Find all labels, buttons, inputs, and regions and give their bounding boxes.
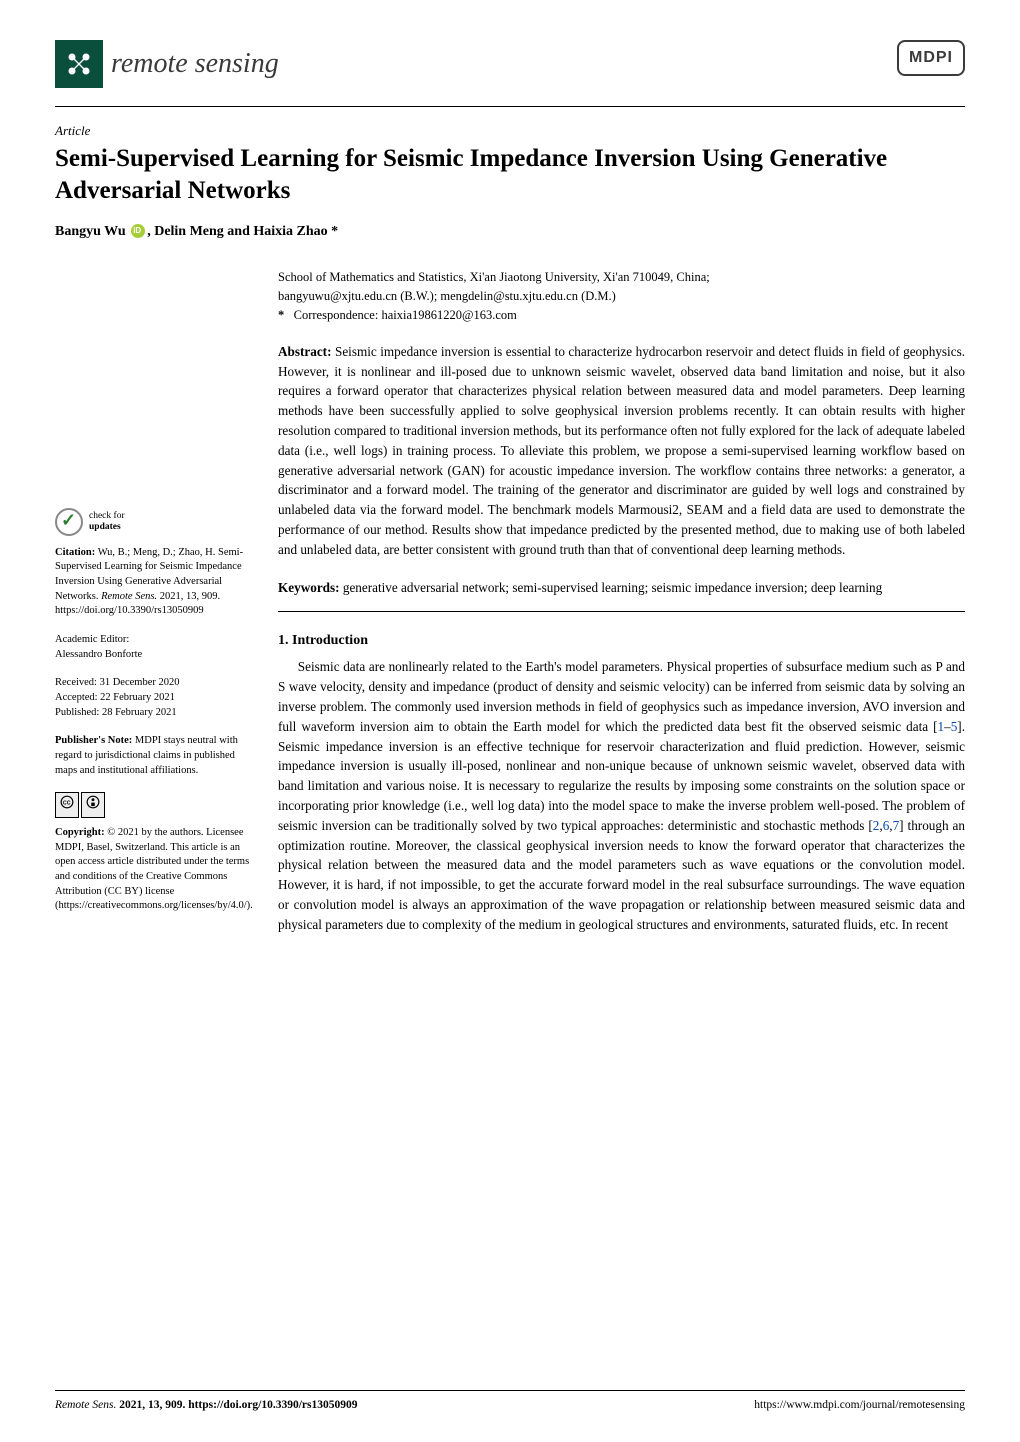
corr-email: haixia19861220@163.com xyxy=(381,308,516,322)
page-footer: Remote Sens. 2021, 13, 909. https://doi.… xyxy=(55,1390,965,1414)
footer-url[interactable]: https://www.mdpi.com/journal/remotesensi… xyxy=(754,1397,965,1414)
citation-block: Citation: Wu, B.; Meng, D.; Zhao, H. Sem… xyxy=(55,546,250,619)
pubnote-label: Publisher's Note: xyxy=(55,735,132,746)
orcid-icon[interactable] xyxy=(131,224,145,238)
dash1: – xyxy=(944,719,951,734)
check-for-updates[interactable]: check for updates xyxy=(55,508,250,536)
check-line2: updates xyxy=(89,522,121,532)
journal-logo-icon xyxy=(55,40,103,88)
correspondence-line: * Correspondence: haixia19861220@163.com xyxy=(278,306,965,324)
intro-paragraph: Seismic data are nonlinearly related to … xyxy=(278,657,965,934)
check-updates-text: check for updates xyxy=(89,511,125,533)
p1c: ] through an optimization routine. Moreo… xyxy=(278,818,965,932)
publisher-logo: MDPI xyxy=(897,40,965,76)
copyright-label: Copyright: xyxy=(55,827,105,838)
keywords-text: generative adversarial network; semi-sup… xyxy=(343,580,882,595)
accepted-date: Accepted: 22 February 2021 xyxy=(55,691,250,706)
main-column: School of Mathematics and Statistics, Xi… xyxy=(278,268,965,935)
editor-name: Alessandro Bonforte xyxy=(55,649,142,660)
page-header: remote sensing MDPI xyxy=(55,40,965,88)
editor-label: Academic Editor: xyxy=(55,634,129,645)
affiliation-line: School of Mathematics and Statistics, Xi… xyxy=(278,268,965,286)
p1a: Seismic data are nonlinearly related to … xyxy=(278,659,965,733)
copyright-text: © 2021 by the authors. Licensee MDPI, Ba… xyxy=(55,827,253,911)
corr-symbol: * xyxy=(278,308,284,322)
section-heading: 1. Introduction xyxy=(278,630,965,651)
cc-license-badge[interactable]: CC xyxy=(55,792,250,817)
received-date: Received: 31 December 2020 xyxy=(55,676,250,691)
authors: Bangyu Wu , Delin Meng and Haixia Zhao * xyxy=(55,221,965,242)
journal-name: remote sensing xyxy=(111,43,279,85)
check-updates-icon xyxy=(55,508,83,536)
footer-citation: Remote Sens. 2021, 13, 909. https://doi.… xyxy=(55,1397,358,1414)
article-type: Article xyxy=(55,121,965,141)
cc-icon: CC xyxy=(55,792,79,817)
abstract: Abstract: Seismic impedance inversion is… xyxy=(278,342,965,560)
abstract-label: Abstract: xyxy=(278,344,331,359)
dates-block: Received: 31 December 2020 Accepted: 22 … xyxy=(55,676,250,720)
article-title: Semi-Supervised Learning for Seismic Imp… xyxy=(55,143,965,207)
corr-label: Correspondence: xyxy=(294,308,379,322)
authors-rest: , Delin Meng and Haixia Zhao * xyxy=(147,224,338,239)
check-line1: check for xyxy=(89,511,125,521)
svg-text:CC: CC xyxy=(63,801,71,807)
footer-journal: Remote Sens. xyxy=(55,1399,116,1411)
citation-journal: Remote Sens. xyxy=(101,591,157,602)
footer-cite: 2021, 13, 909. https://doi.org/10.3390/r… xyxy=(116,1399,357,1411)
abstract-text: Seismic impedance inversion is essential… xyxy=(278,344,965,557)
publisher-note-block: Publisher's Note: MDPI stays neutral wit… xyxy=(55,734,250,778)
sidebar: check for updates Citation: Wu, B.; Meng… xyxy=(55,268,250,935)
by-icon xyxy=(81,792,105,817)
divider xyxy=(278,611,965,612)
citation-label: Citation: xyxy=(55,547,95,558)
keywords-label: Keywords: xyxy=(278,580,340,595)
affiliation-emails: bangyuwu@xjtu.edu.cn (B.W.); mengdelin@s… xyxy=(278,287,965,305)
editor-block: Academic Editor: Alessandro Bonforte xyxy=(55,633,250,662)
published-date: Published: 28 February 2021 xyxy=(55,706,250,721)
author-1: Bangyu Wu xyxy=(55,224,126,239)
affiliation-block: School of Mathematics and Statistics, Xi… xyxy=(278,268,965,324)
journal-logo: remote sensing xyxy=(55,40,279,88)
keywords: Keywords: generative adversarial network… xyxy=(278,578,965,598)
p1b: ]. Seismic impedance inversion is an eff… xyxy=(278,719,965,833)
divider xyxy=(55,106,965,107)
copyright-block: Copyright: © 2021 by the authors. Licens… xyxy=(55,826,250,914)
